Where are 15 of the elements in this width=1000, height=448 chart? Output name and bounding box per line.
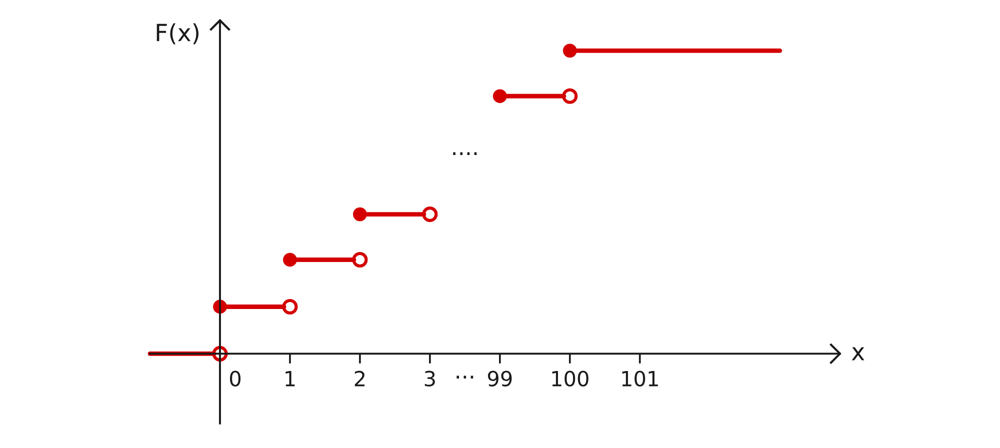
point	[492, 89, 507, 104]
x-tick-label: 3	[424, 370, 435, 386]
point	[283, 252, 297, 267]
y-axis-title: F(x)	[156, 23, 198, 44]
x-tick-label: 0	[230, 370, 240, 386]
x-tick-label: 2	[354, 370, 364, 386]
x-tick-label: 101	[622, 370, 658, 386]
point	[352, 207, 367, 222]
point	[562, 44, 577, 58]
x-tick-label: 99	[488, 370, 512, 386]
x-tick-label: 1	[286, 371, 295, 386]
x-axis-title: x	[852, 347, 864, 360]
annotation: ····	[453, 152, 477, 156]
x-tick-label: 100	[552, 370, 588, 386]
text: ···	[456, 376, 474, 378]
